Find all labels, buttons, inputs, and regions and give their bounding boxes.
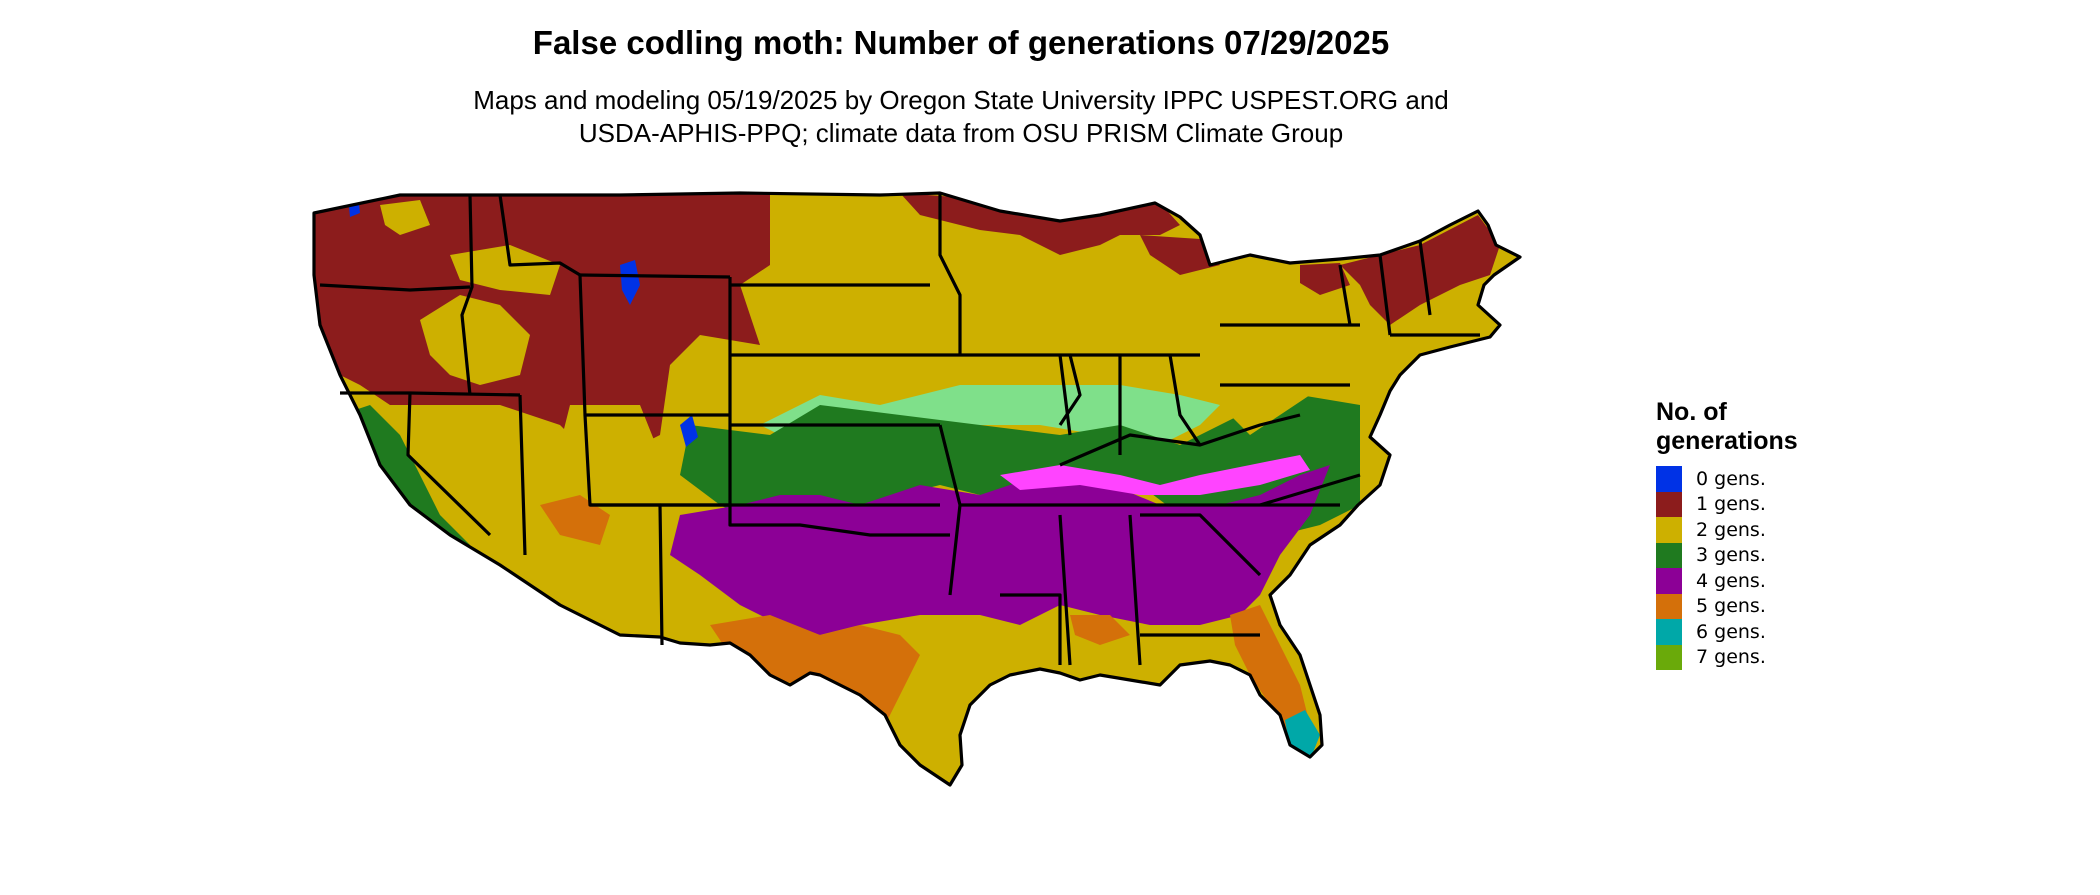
legend-label: 3 gens. <box>1696 544 1766 567</box>
us-outline <box>312 191 1522 787</box>
zone-5-gens-florida <box>1230 605 1310 735</box>
zone-1-gens-north-mn <box>900 193 1180 255</box>
legend-label: 5 gens. <box>1696 595 1766 618</box>
border-mn-wi <box>938 193 962 355</box>
zone-5-gens-arizona <box>540 495 610 545</box>
legend-swatch <box>1656 644 1682 670</box>
legend-swatch <box>1656 517 1682 543</box>
legend-item-2-gens: 2 gens. <box>1656 517 1856 543</box>
border-ga-sc <box>1140 513 1262 577</box>
us-generations-map <box>312 191 1522 787</box>
zone-2-gens-great-basin <box>420 295 530 385</box>
zone-2-gens-appalachia <box>1220 345 1330 435</box>
border-nd-sd-ne-ks <box>730 283 960 507</box>
legend-item-5-gens: 5 gens. <box>1656 593 1856 619</box>
border-wa-or <box>319 283 471 292</box>
legend-title: No. of generations <box>1656 398 1856 456</box>
border-ok-tx <box>660 503 950 537</box>
border-mt-wy <box>579 273 731 279</box>
legend-item-1-gens: 1 gens. <box>1656 491 1856 517</box>
legend: No. of generations 0 gens. 1 gens. 2 gen… <box>1656 398 1856 670</box>
border-nv-ut <box>518 394 527 556</box>
state-boundaries <box>312 191 1522 787</box>
legend-label: 0 gens. <box>1696 467 1766 490</box>
zone-2-gens-east-washington <box>380 200 430 235</box>
border-va-nc <box>1259 473 1361 507</box>
border-ny-vt-nh <box>1338 240 1432 336</box>
zone-1-gens-northeast <box>1340 215 1500 325</box>
legend-swatch <box>1656 593 1682 619</box>
border-ca-nv <box>406 392 492 537</box>
subtitle-line-1: Maps and modeling 05/19/2025 by Oregon S… <box>473 85 1449 115</box>
legend-title-line-1: No. of <box>1656 398 1727 426</box>
border-mt-id <box>498 194 581 277</box>
map-subtitle: Maps and modeling 05/19/2025 by Oregon S… <box>0 84 1922 150</box>
legend-label: 6 gens. <box>1696 620 1766 643</box>
zone-3-gens-central <box>680 395 1360 535</box>
zone-1-gens-michigan <box>1140 235 1220 275</box>
legend-swatch <box>1656 542 1682 568</box>
legend-label: 7 gens. <box>1696 646 1766 669</box>
zone-4-gens-light-edge <box>1000 455 1310 495</box>
legend-swatch <box>1656 568 1682 594</box>
legend-item-3-gens: 3 gens. <box>1656 542 1856 568</box>
legend-swatch <box>1656 466 1682 492</box>
map-title: False codling moth: Number of generation… <box>532 24 1390 61</box>
zone-2-gens-montana <box>450 245 560 295</box>
zone-4-gens-south <box>670 465 1330 635</box>
generation-zones <box>314 193 1520 785</box>
legend-label: 1 gens. <box>1696 493 1766 516</box>
legend-item-7-gens: 7 gens. <box>1656 644 1856 670</box>
legend-item-4-gens: 4 gens. <box>1656 568 1856 594</box>
legend-label: 4 gens. <box>1696 569 1766 592</box>
border-ia-mo <box>960 353 1082 426</box>
legend-swatch <box>1656 619 1682 645</box>
subtitle-line-2: USDA-APHIS-PPQ; climate data from OSU PR… <box>578 118 1344 148</box>
border-il-in-oh <box>1058 354 1202 455</box>
zone-0-gens-rockies-2 <box>680 415 698 447</box>
border-la-ms-al <box>1000 514 1142 666</box>
border-mo-ar <box>938 424 1060 596</box>
legend-title-line-2: generations <box>1656 427 1798 455</box>
zone-0-gens-rockies-1 <box>620 260 640 305</box>
legend-item-0-gens: 0 gens. <box>1656 466 1856 492</box>
legend-swatch <box>1656 491 1682 517</box>
zone-5-gens-louisiana <box>1070 615 1130 645</box>
border-id-west <box>460 194 474 396</box>
legend-items: 0 gens. 1 gens. 2 gens. 3 gens. 4 gens. … <box>1656 466 1856 670</box>
legend-item-6-gens: 6 gens. <box>1656 619 1856 645</box>
legend-label: 2 gens. <box>1696 518 1766 541</box>
zone-1-gens-adirondack <box>1300 263 1350 295</box>
